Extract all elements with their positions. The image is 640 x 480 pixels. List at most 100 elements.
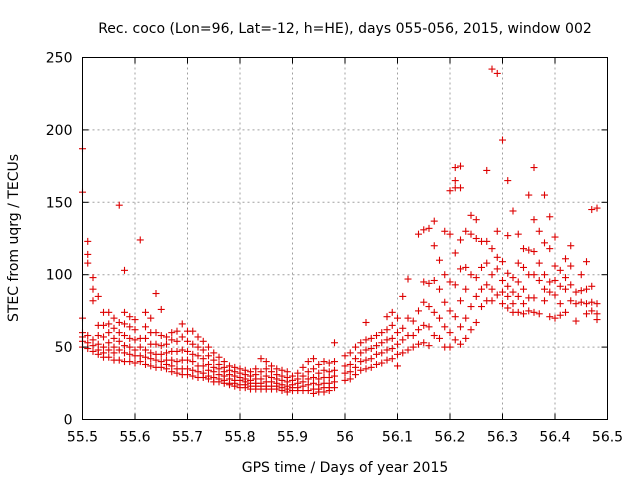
data-point [142,308,149,316]
data-point [131,316,139,324]
data-point [367,363,375,371]
x-tick-label: 56.1 [382,430,413,446]
data-point [262,365,270,373]
data-point [457,265,464,273]
data-point [325,359,333,367]
data-point [189,358,197,366]
x-tick-labels: 55.5 55.6 55.7 55.8 55.9 56 56.1 56.2 56.3 56.4 56… [67,430,623,446]
data-point [446,187,454,195]
data-point [262,358,270,366]
data-point [556,311,564,319]
data-point [131,359,139,367]
data-point [588,282,596,290]
data-point [425,342,433,350]
data-point [126,313,134,321]
data-point [430,308,438,316]
data-point [436,314,443,322]
data-point [514,259,522,267]
data-point [136,343,144,351]
data-point [446,307,454,315]
data-point [525,246,533,254]
data-point [472,235,480,242]
y-tick-label: 50 [55,340,73,356]
data-point [535,276,543,284]
data-point [441,271,449,279]
data-point [373,360,380,368]
data-point [520,245,527,253]
data-point [451,336,459,344]
data-point [273,385,281,393]
data-points [79,65,601,397]
data-point [394,362,401,370]
y-axis-label: STEC from uqrg / TECUs [6,154,22,322]
data-point [163,340,170,348]
data-point [126,343,134,351]
data-point [446,230,454,238]
data-point [409,332,417,340]
data-point [451,249,459,257]
data-point [126,350,134,358]
data-point [583,285,590,293]
data-point [556,282,564,290]
data-point [320,366,328,374]
data-point [415,307,422,315]
data-point [121,320,128,328]
data-point [341,376,349,384]
data-point [126,334,134,342]
data-point [504,282,512,290]
data-point [488,65,496,73]
data-point [457,162,464,170]
data-point [341,352,349,360]
data-point [562,255,569,263]
data-point [383,326,391,334]
data-point [415,340,422,348]
data-point [530,216,538,224]
data-point [352,355,359,363]
data-point [115,337,123,345]
data-point [462,285,470,293]
data-point [457,236,464,244]
data-point [425,224,433,232]
data-point [546,278,554,286]
data-point [530,271,538,279]
data-point [84,332,92,340]
data-point [472,318,480,326]
data-point [441,298,449,306]
data-point [504,292,512,300]
y-tick-label: 150 [46,195,73,211]
data-point [105,329,113,337]
data-point [430,332,438,340]
data-point [383,356,391,364]
data-point [84,237,92,245]
data-point [567,281,575,289]
data-point [478,285,485,293]
data-point [304,387,312,395]
data-point [115,356,123,364]
data-point [436,285,443,293]
data-point [310,389,317,397]
data-point [147,355,155,363]
y-tick-label: 0 [64,413,73,429]
data-point [142,353,149,361]
data-point [346,375,354,383]
data-point [304,368,312,376]
data-point [341,362,349,370]
data-point [457,184,464,192]
data-point [378,349,386,357]
data-point [231,382,239,390]
data-point [89,274,97,282]
data-point [131,326,139,334]
data-point [457,340,464,348]
data-point [163,333,170,341]
data-point [541,191,548,199]
data-point [152,329,160,337]
data-point [352,343,359,351]
data-point [142,346,149,354]
data-point [546,213,554,221]
data-point [415,230,422,238]
data-point [184,356,191,364]
data-point [194,333,202,341]
data-point [383,346,391,354]
data-point [567,297,575,305]
